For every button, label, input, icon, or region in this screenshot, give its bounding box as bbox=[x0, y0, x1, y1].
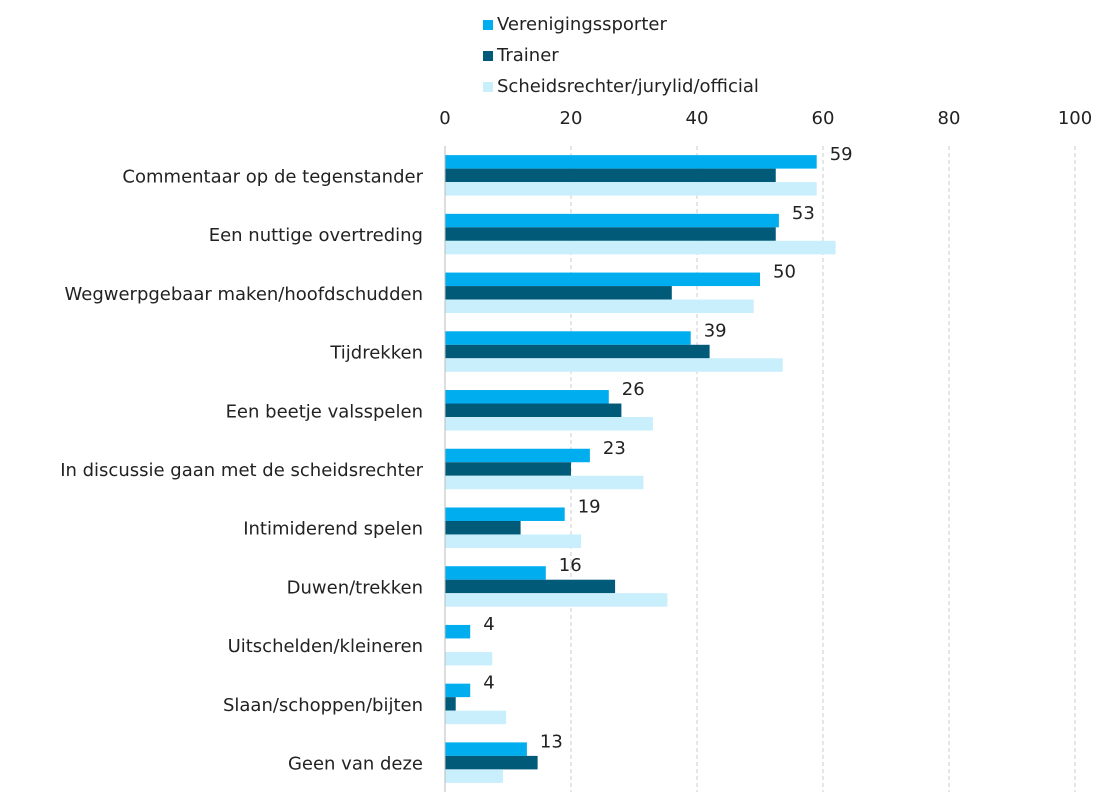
data-label: 26 bbox=[622, 379, 645, 400]
data-label: 16 bbox=[559, 555, 582, 576]
category-label: Wegwerpgebaar maken/hoofdschudden bbox=[65, 284, 424, 305]
x-tick-label: 80 bbox=[938, 108, 961, 129]
legend-swatch bbox=[483, 51, 493, 61]
bar bbox=[445, 403, 622, 418]
category-label: Geen van deze bbox=[288, 754, 423, 775]
bar bbox=[445, 358, 783, 372]
bar bbox=[445, 227, 776, 241]
bar bbox=[445, 579, 616, 594]
bar bbox=[445, 769, 503, 783]
bar bbox=[445, 286, 672, 300]
data-label: 19 bbox=[578, 496, 601, 517]
bar bbox=[445, 755, 538, 770]
legend-swatch bbox=[483, 82, 493, 92]
category-label: Intimiderend spelen bbox=[243, 519, 423, 540]
category-label: Een beetje valsspelen bbox=[226, 401, 423, 422]
bar bbox=[445, 417, 653, 431]
bar bbox=[445, 240, 836, 255]
bar bbox=[445, 520, 521, 535]
bar bbox=[445, 624, 471, 639]
bar bbox=[445, 710, 507, 725]
x-tick-label: 20 bbox=[560, 108, 583, 129]
category-label: Duwen/trekken bbox=[287, 577, 423, 598]
x-tick-label: 40 bbox=[686, 108, 709, 129]
bar bbox=[445, 272, 760, 287]
bar bbox=[445, 448, 590, 463]
data-label: 59 bbox=[830, 144, 853, 165]
data-label: 23 bbox=[603, 438, 626, 459]
x-tick-label: 100 bbox=[1058, 108, 1092, 129]
data-label: 39 bbox=[704, 320, 727, 341]
bar bbox=[445, 182, 817, 196]
bar bbox=[445, 331, 691, 345]
category-label: Een nuttige overtreding bbox=[209, 225, 423, 246]
legend-label: Scheidsrechter/jurylid/official bbox=[497, 76, 759, 97]
bar bbox=[445, 697, 456, 711]
bar bbox=[445, 213, 779, 228]
bar bbox=[445, 299, 754, 314]
x-tick-label: 0 bbox=[439, 108, 450, 129]
bar bbox=[445, 168, 776, 183]
bar bbox=[445, 155, 817, 169]
bar bbox=[445, 742, 527, 756]
data-label: 4 bbox=[483, 673, 494, 694]
data-label: 4 bbox=[483, 614, 494, 635]
bar bbox=[445, 507, 565, 521]
bar bbox=[445, 462, 571, 476]
data-label: 53 bbox=[792, 203, 815, 224]
category-label: Slaan/schoppen/bijten bbox=[223, 695, 423, 716]
bar bbox=[445, 344, 710, 359]
data-label: 13 bbox=[540, 731, 563, 752]
legend-label: Verenigingssporter bbox=[497, 14, 667, 35]
bar bbox=[445, 651, 493, 666]
bar bbox=[445, 475, 644, 490]
legend-label: Trainer bbox=[496, 45, 559, 66]
category-label: Tijdrekken bbox=[329, 343, 423, 364]
data-label: 50 bbox=[773, 262, 796, 283]
bar bbox=[445, 566, 546, 580]
bar bbox=[445, 593, 668, 607]
bar bbox=[445, 390, 609, 404]
category-label: Uitschelden/kleineren bbox=[228, 636, 423, 657]
x-tick-label: 60 bbox=[812, 108, 835, 129]
category-label: Commentaar op de tegenstander bbox=[122, 166, 423, 187]
legend-swatch bbox=[483, 20, 493, 30]
category-label: In discussie gaan met de scheidsrechter bbox=[60, 460, 423, 481]
bar bbox=[445, 683, 471, 698]
bar bbox=[445, 534, 582, 548]
